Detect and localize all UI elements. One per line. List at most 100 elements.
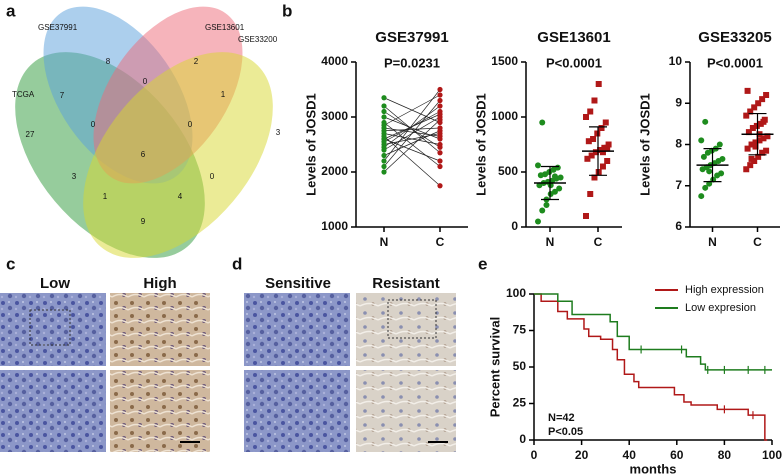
y-axis-label: Levels of JOSD1 bbox=[637, 93, 652, 196]
data-point bbox=[381, 152, 387, 159]
data-point bbox=[604, 144, 611, 151]
data-point bbox=[381, 136, 387, 142]
data-point bbox=[756, 137, 763, 144]
venn-count: 3 bbox=[72, 172, 77, 181]
data-point bbox=[381, 108, 387, 115]
data-point bbox=[599, 163, 606, 170]
chart-title: GSE37991 bbox=[375, 29, 448, 46]
zoom-box bbox=[387, 299, 437, 339]
data-point bbox=[605, 141, 612, 148]
data-point bbox=[751, 104, 758, 111]
pair-line bbox=[383, 127, 441, 137]
data-point bbox=[760, 135, 767, 142]
data-point bbox=[764, 133, 771, 140]
data-point bbox=[745, 129, 752, 136]
data-point bbox=[748, 141, 755, 148]
y-tick-label: 1000 bbox=[491, 109, 518, 123]
venn-count: 4 bbox=[178, 192, 183, 201]
data-point bbox=[760, 118, 767, 125]
venn-count: 0 bbox=[91, 120, 96, 129]
legend-label: High expression bbox=[685, 284, 764, 296]
data-point bbox=[743, 166, 750, 173]
data-point bbox=[381, 125, 387, 131]
data-point bbox=[700, 153, 707, 160]
venn-count: 0 bbox=[143, 77, 148, 86]
data-point bbox=[535, 218, 541, 225]
data-point bbox=[698, 193, 705, 200]
data-point bbox=[551, 173, 558, 180]
data-point bbox=[744, 87, 751, 94]
venn-set-label: GSE33200 bbox=[238, 35, 278, 44]
y-tick-label: 1000 bbox=[321, 219, 348, 233]
data-point bbox=[719, 155, 726, 162]
y-tick-label: 10 bbox=[669, 54, 683, 68]
image-heading: Resistant bbox=[372, 275, 440, 292]
y-tick-label: 8 bbox=[675, 137, 682, 151]
venn-count: 6 bbox=[141, 150, 146, 159]
x-tick-label: C bbox=[753, 235, 762, 249]
data-point bbox=[554, 164, 561, 171]
pair-line bbox=[383, 133, 441, 145]
y-tick-label: 100 bbox=[506, 286, 526, 300]
venn-count: 2 bbox=[194, 57, 199, 66]
panel-label: b bbox=[282, 1, 292, 20]
y-tick-label: 50 bbox=[513, 359, 527, 373]
data-point bbox=[583, 213, 589, 219]
data-point bbox=[763, 147, 770, 154]
x-tick-label: N bbox=[708, 235, 717, 249]
data-point bbox=[535, 162, 541, 169]
y-tick-label: 2000 bbox=[321, 164, 348, 178]
venn-count: 27 bbox=[26, 130, 35, 139]
y-tick-label: 75 bbox=[513, 323, 527, 337]
data-point bbox=[556, 185, 563, 192]
venn-count: 8 bbox=[106, 57, 111, 66]
y-axis-label: Levels of JOSD1 bbox=[473, 93, 488, 196]
data-point bbox=[743, 112, 750, 119]
data-point bbox=[595, 81, 602, 87]
x-axis-label: months bbox=[630, 461, 677, 476]
y-tick-label: 7 bbox=[675, 178, 682, 192]
data-point bbox=[591, 97, 598, 104]
y-axis-label: Levels of JOSD1 bbox=[303, 93, 318, 196]
zoom-box bbox=[29, 309, 71, 346]
y-tick-label: 0 bbox=[519, 432, 526, 446]
ihc-image bbox=[0, 370, 106, 452]
panel-label: a bbox=[6, 1, 16, 20]
y-tick-label: 6 bbox=[675, 219, 682, 233]
ihc-image bbox=[0, 293, 106, 366]
data-point bbox=[437, 144, 443, 150]
y-tick-label: 3000 bbox=[321, 109, 348, 123]
data-point bbox=[763, 92, 770, 98]
data-point bbox=[698, 137, 705, 144]
data-point bbox=[543, 202, 550, 208]
data-point bbox=[748, 155, 755, 162]
pair-line bbox=[383, 89, 441, 162]
data-point bbox=[590, 136, 597, 142]
pair-line bbox=[383, 94, 441, 126]
pair-line bbox=[383, 105, 441, 154]
data-point bbox=[437, 111, 443, 117]
data-point bbox=[595, 169, 602, 175]
panel-label: d bbox=[232, 254, 242, 273]
data-point bbox=[539, 119, 546, 126]
y-tick-label: 4000 bbox=[321, 54, 348, 68]
data-point bbox=[437, 86, 443, 93]
pair-line bbox=[383, 138, 441, 162]
venn-count: 3 bbox=[276, 128, 281, 137]
panel-label: e bbox=[478, 254, 487, 273]
data-point bbox=[381, 119, 387, 126]
y-axis-label: Percent survival bbox=[487, 317, 502, 417]
data-point bbox=[583, 114, 589, 120]
data-point bbox=[381, 95, 387, 101]
data-point bbox=[381, 144, 387, 150]
data-point bbox=[437, 92, 443, 98]
annotation: P<0.05 bbox=[548, 426, 583, 438]
x-tick-label: 20 bbox=[575, 448, 589, 462]
survival-curve bbox=[534, 293, 768, 441]
data-point bbox=[753, 122, 760, 129]
p-value: P<0.0001 bbox=[546, 55, 602, 70]
annotation: N=42 bbox=[548, 412, 575, 424]
pair-line bbox=[383, 122, 441, 167]
data-point bbox=[752, 143, 759, 150]
